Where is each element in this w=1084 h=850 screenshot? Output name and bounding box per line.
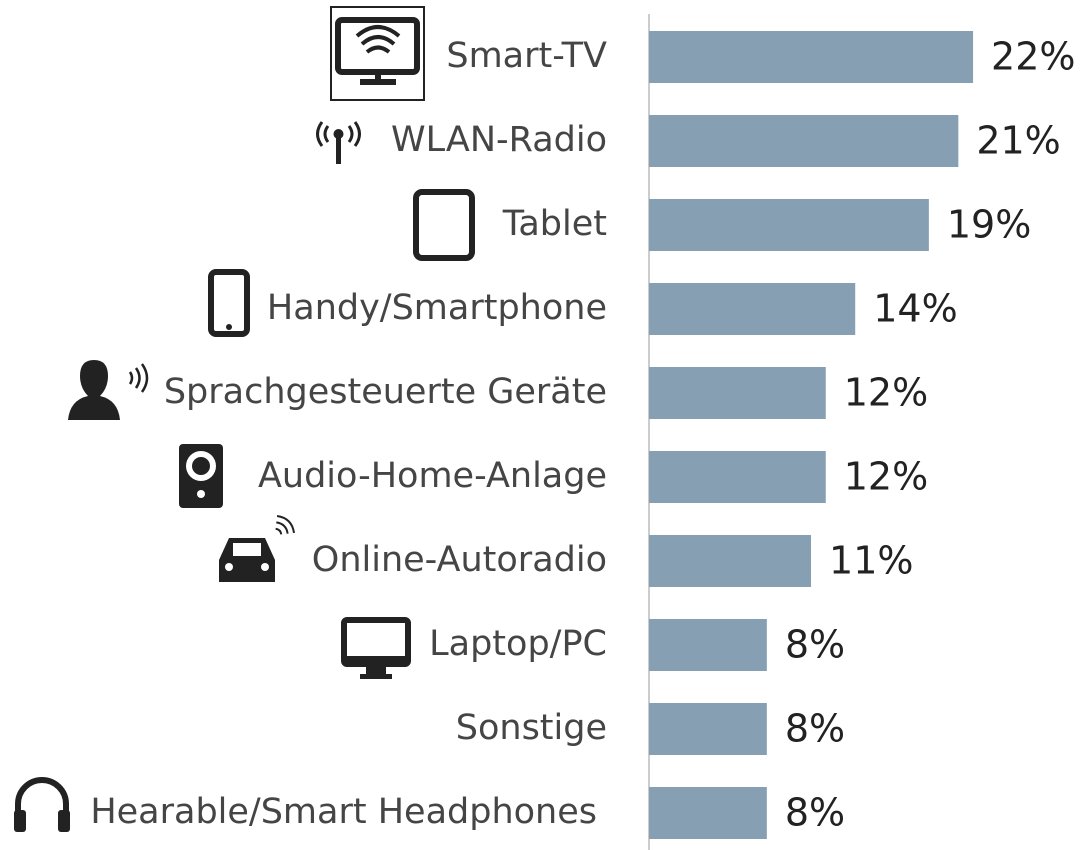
category-label: Hearable/Smart Headphones [90,792,597,832]
bar [649,535,812,587]
category-label: Laptop/PC [429,624,607,664]
bar [649,619,767,671]
category-label: Sonstige [456,708,607,748]
headphones-icon [14,777,70,832]
bar [649,367,826,419]
value-label: 21% [976,119,1060,163]
value-label: 22% [991,35,1075,79]
smartphone-icon [208,269,250,337]
value-label: 8% [785,623,845,667]
value-label: 12% [844,455,928,499]
speaker-icon [179,444,223,508]
icons [14,6,475,832]
wlan-radio-icon [316,121,361,164]
bar [649,703,767,755]
bar [649,31,974,83]
value-label: 11% [829,539,913,583]
category-label: Audio-Home-Anlage [258,456,607,496]
category-label: Sprachgesteuerte Geräte [164,372,607,412]
value-label: 19% [947,203,1031,247]
laptop-icon [341,617,411,679]
category-label: Smart-TV [446,36,607,76]
value-label: 14% [873,287,957,331]
value-label: 8% [785,791,845,835]
tablet-icon [413,189,475,261]
bar [649,283,856,335]
bar [649,451,826,503]
category-label: Online-Autoradio [312,540,607,580]
smart-tv-icon [330,6,425,101]
bar [649,199,929,251]
car-icon [219,514,296,582]
value-label: 8% [785,707,845,751]
voice-icon [68,360,149,420]
bar [649,115,959,167]
category-label: Handy/Smartphone [267,288,607,328]
category-label: WLAN-Radio [391,120,607,160]
bar [649,787,767,839]
category-label: Tablet [502,204,607,244]
value-label: 12% [844,371,928,415]
